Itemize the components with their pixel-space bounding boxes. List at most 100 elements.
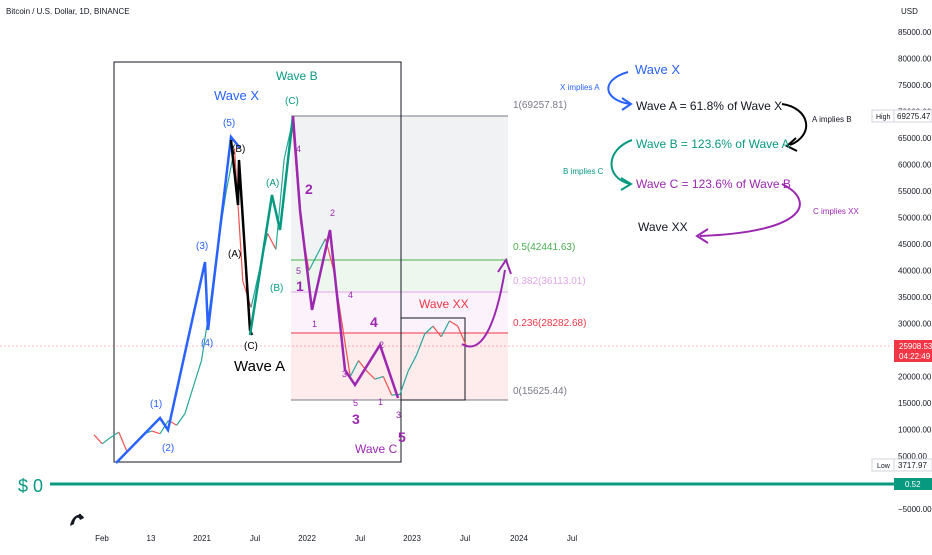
x-tick-label: 2023	[403, 534, 421, 543]
chart-title: Bitcoin / U.S. Dollar, 1D, BINANCE	[6, 7, 130, 16]
wave-labels: Wave X Wave B Wave A Wave C Wave XX (C) …	[150, 69, 469, 456]
price-segment	[184, 386, 194, 414]
price-segment	[432, 325, 442, 338]
price-segment	[449, 320, 459, 327]
rule-c: Wave C = 123.6% of Wave B	[636, 177, 791, 191]
fib-level-label: 0.236(28282.68)	[513, 318, 586, 329]
a-to-b-arrowhead	[785, 137, 798, 152]
label-m4: 4	[348, 290, 353, 300]
price-segment	[316, 238, 326, 255]
price-segment	[267, 233, 277, 250]
label-s2: 2	[330, 208, 335, 218]
label-1-paren: (1)	[150, 399, 162, 410]
x-to-a-arrow	[607, 71, 631, 105]
y-tick-label: 20000.00	[898, 373, 932, 382]
x-to-a-arrowhead	[621, 97, 633, 111]
price-axis[interactable]: 85000.0080000.0075000.0070000.0065000.00…	[898, 28, 932, 514]
y-tick-label: 10000.00	[898, 426, 932, 435]
rules-panel: Wave X X implies A Wave A = 61.8% of Wav…	[560, 62, 859, 244]
x-tick-label: Jul	[250, 534, 260, 543]
fib-level-label: 0.5(42441.63)	[513, 242, 575, 253]
label-m2: 2	[379, 340, 384, 350]
x-tick-label: Jul	[355, 534, 365, 543]
price-segment	[118, 431, 128, 452]
y-tick-label: 5000.00	[898, 452, 927, 461]
y-tick-label: 80000.00	[898, 55, 932, 64]
label-t1: 1	[378, 397, 383, 407]
price-segment	[415, 333, 426, 356]
y-tick-label: 75000.00	[898, 81, 932, 90]
y-tick-label: 65000.00	[898, 134, 932, 143]
price-segment	[159, 420, 169, 435]
zero-price-value: 0.52	[905, 480, 921, 489]
fib-zone-1-05	[291, 116, 508, 260]
y-tick-label: 15000.00	[898, 399, 932, 408]
price-segment	[341, 323, 351, 377]
price-segment	[176, 413, 186, 426]
price-segment	[275, 159, 285, 250]
fib-zone-0382-0236	[291, 292, 508, 333]
rule-xx: Wave XX	[638, 220, 688, 234]
y-tick-label: 30000.00	[898, 320, 932, 329]
label-wave-c: Wave C	[355, 442, 398, 456]
projection-curve	[461, 269, 506, 348]
rules-heading: Wave X	[635, 62, 680, 77]
y-tick-label: 35000.00	[898, 293, 932, 302]
price-segment	[382, 376, 393, 396]
x-tick-label: Jul	[460, 534, 470, 543]
x-tick-label: 2022	[298, 534, 316, 543]
c-implies-xx-label: C implies XX	[813, 207, 859, 216]
label-b-teal: (B)	[270, 283, 283, 294]
label-5-paren: (5)	[223, 118, 235, 129]
price-segment	[233, 148, 244, 282]
a-to-b-arrow	[781, 103, 808, 146]
x-implies-a-label: X implies A	[560, 83, 600, 92]
logo-shape	[70, 514, 84, 526]
wave-xx-box	[400, 317, 466, 401]
fib-retracement[interactable]	[291, 115, 508, 401]
label-c-4: 4	[370, 314, 378, 330]
price-segment	[308, 254, 318, 271]
label-wave-a: Wave A	[234, 358, 285, 375]
currency-label: USD	[901, 7, 918, 16]
rule-b: Wave B = 123.6% of Wave A	[636, 137, 790, 151]
label-wave-b: Wave B	[276, 69, 318, 83]
c-to-xx-arrowhead	[695, 228, 709, 244]
wave-lines	[115, 115, 400, 464]
label-2-paren: (2)	[162, 443, 174, 454]
y-tick-label: 50000.00	[898, 214, 932, 223]
wave-box-main	[113, 61, 402, 463]
countdown-value: 04:22:49	[899, 352, 931, 361]
y-tick-label: −5000.00	[898, 505, 932, 514]
wave-b-line	[248, 115, 295, 336]
price-segment	[192, 360, 203, 388]
price-segment	[399, 370, 409, 395]
fib-level-label: 0.382(36113.01)	[513, 276, 586, 287]
price-segment	[349, 360, 360, 377]
label-c-3: 3	[352, 411, 360, 427]
label-c-paren-low: (C)	[244, 341, 258, 352]
fib-zone-0236-0	[291, 333, 508, 400]
projection-arrowhead	[497, 257, 512, 275]
x-tick-label: 2021	[193, 534, 211, 543]
price-segment	[101, 436, 111, 445]
x-tick-label: Jul	[567, 534, 577, 543]
y-tick-label: 85000.00	[898, 28, 932, 37]
x-tick-label: 13	[147, 534, 156, 543]
label-a-paren: (A)	[228, 249, 241, 260]
label-wave-x: Wave X	[214, 88, 259, 103]
label-t3: 3	[396, 410, 401, 420]
label-wave-xx: Wave XX	[419, 297, 469, 311]
fib-level-label: 0(15625.44)	[513, 386, 567, 397]
zero-price-tag	[894, 478, 932, 490]
label-3-paren: (3)	[196, 241, 208, 252]
c-to-xx-arrow	[699, 183, 801, 237]
price-segment	[110, 431, 120, 438]
time-axis[interactable]: Feb 13 2021 Jul 2022 Jul 2023 Jul 2024 Jul	[95, 534, 577, 543]
label-c-2: 2	[305, 181, 313, 197]
price-segment	[93, 434, 103, 445]
price-segment	[407, 355, 417, 372]
fib-labels: 1(69257.81) 0.5(42441.63) 0.382(36113.01) 0…	[513, 100, 586, 397]
